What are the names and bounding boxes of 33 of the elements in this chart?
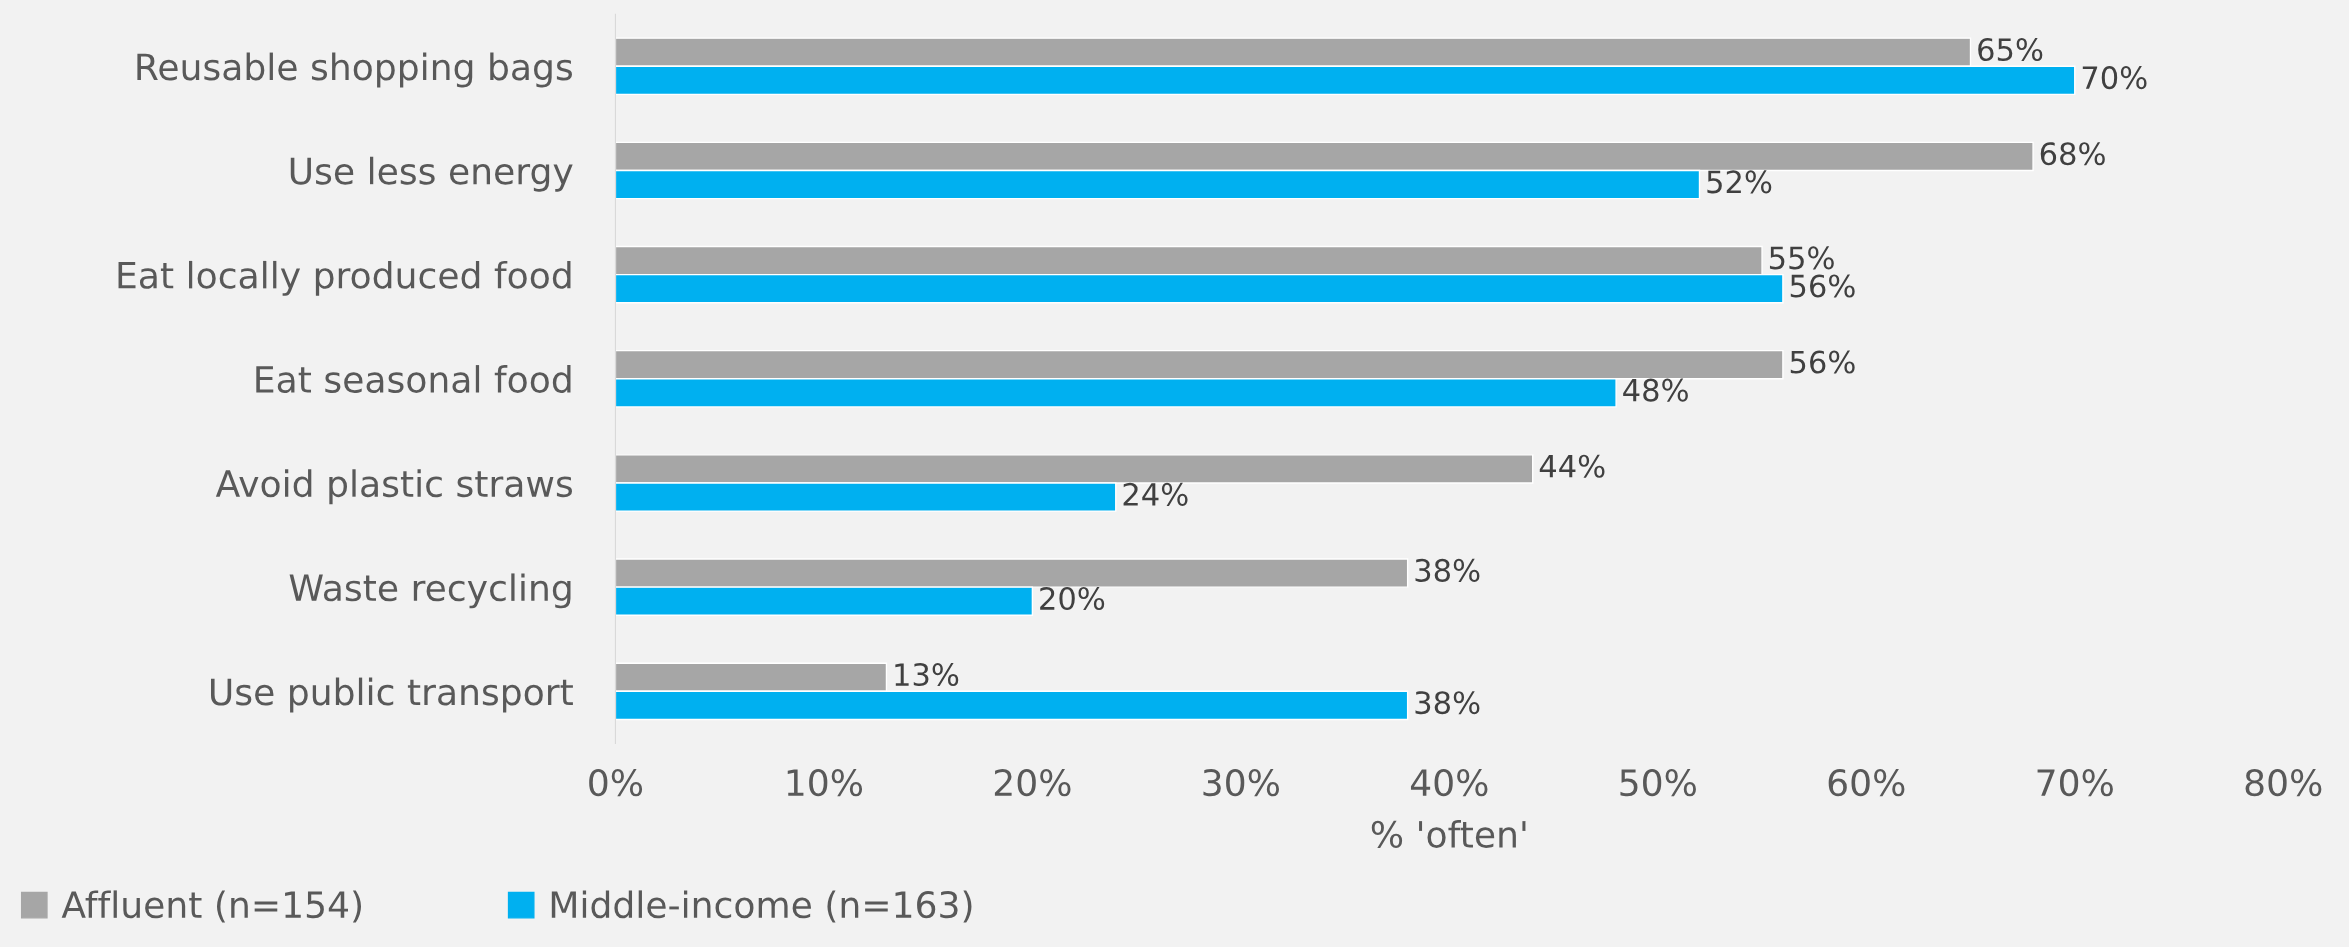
data-label: 13%: [895, 663, 959, 687]
x-tick-label: 50%: [1620, 769, 1696, 797]
data-label: 70%: [2082, 66, 2147, 90]
x-tick-label: 40%: [1410, 769, 1488, 797]
y-tick-label: Waste recycling: [289, 573, 571, 609]
data-label: 65%: [1978, 37, 2043, 62]
y-tick-label: Use public transport: [210, 677, 573, 713]
y-tick-label: Eat locally produced food: [118, 260, 571, 296]
x-tick-label: 30%: [1203, 769, 1279, 797]
data-label: 48%: [1623, 378, 1688, 402]
x-tick-label: 70%: [2037, 769, 2113, 797]
data-label: 38%: [1415, 558, 1480, 582]
data-label: 20%: [1040, 586, 1105, 611]
x-axis-title: % 'often': [1371, 820, 1526, 848]
y-tick-label: Avoid plastic straws: [215, 469, 573, 505]
data-label: 56%: [1790, 274, 1855, 298]
x-tick-label: 20%: [994, 769, 1071, 797]
x-tick-label: 0%: [589, 769, 643, 797]
data-label: 24%: [1123, 482, 1188, 506]
data-label: 68%: [2040, 142, 2105, 166]
y-tick-label: Use less energy: [290, 156, 573, 192]
x-tick-label: 60%: [1828, 769, 1905, 797]
x-tick-label: 80%: [2245, 769, 2322, 797]
legend-label: Middle-income (n=163): [551, 890, 972, 923]
data-label: 38%: [1415, 691, 1480, 715]
x-tick-label: 10%: [787, 769, 863, 797]
legend-label: Affluent (n=154): [61, 890, 362, 923]
data-label: 55%: [1769, 246, 1834, 270]
y-tick-label: Eat seasonal food: [256, 365, 571, 394]
y-tick-label: Reusable shopping bags: [137, 52, 572, 88]
data-label: 56%: [1790, 350, 1855, 374]
data-label: 52%: [1707, 170, 1772, 194]
data-label: 44%: [1539, 454, 1605, 478]
